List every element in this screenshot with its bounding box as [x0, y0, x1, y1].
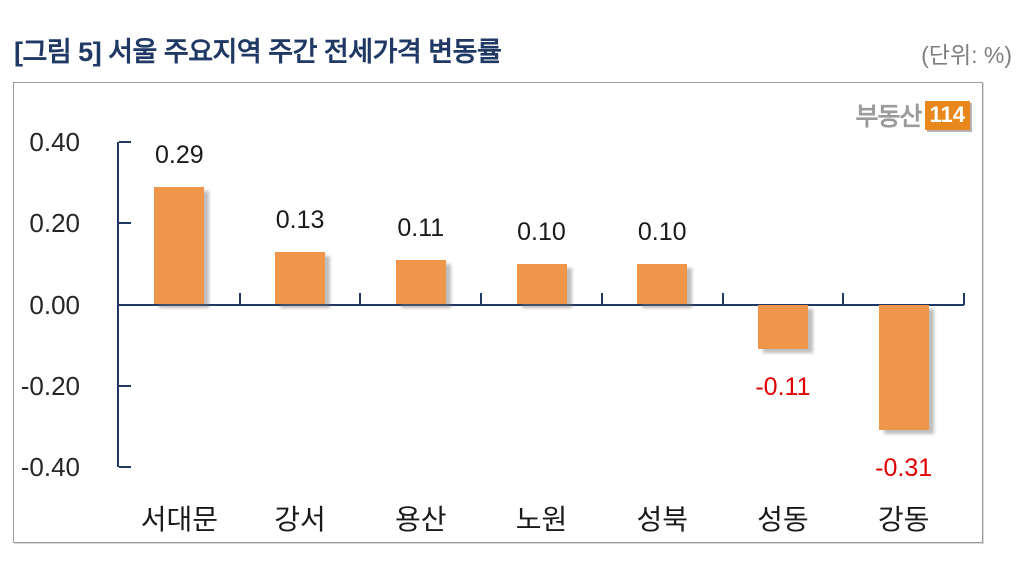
- chart-frame: 부동산 114 0.40 0.20 0.00 -0.20 -0.40 0.29 서대문 0.1…: [13, 82, 983, 543]
- bar-value-label: 0.29: [155, 140, 204, 169]
- logo-badge: 114: [924, 100, 970, 130]
- y-axis-tick-label: 0.00: [29, 289, 80, 320]
- bar-value-label: -0.11: [755, 373, 811, 402]
- x-axis-category-label: 성동: [757, 504, 809, 535]
- y-axis-tick-label: 0.40: [29, 127, 80, 158]
- y-axis-tick-label: 0.20: [29, 208, 80, 239]
- bar-성동: [757, 304, 808, 350]
- y-axis-tick: [119, 384, 131, 387]
- y-axis-tick-label: -0.20: [20, 370, 80, 401]
- x-axis-category-label: 노원: [515, 504, 568, 535]
- y-axis-tick: [119, 222, 131, 225]
- budongsan114-logo: 부동산 114: [855, 97, 970, 133]
- y-axis-tick-label: -0.40: [20, 451, 80, 482]
- x-axis-category-label: 서대문: [140, 504, 218, 535]
- y-axis-tick: [119, 465, 131, 468]
- unit-label: (단위: %): [921, 42, 1012, 68]
- bar-서대문: [154, 186, 205, 305]
- y-axis-line: [117, 142, 119, 467]
- bar-강서: [275, 251, 326, 305]
- x-axis-category-label: 강동: [877, 504, 930, 535]
- logo-text: 부동산: [855, 103, 922, 131]
- page-title: [그림 5] 서울 주요지역 주간 전세가격 변동률: [14, 37, 502, 67]
- bar-강동: [878, 304, 929, 431]
- bar-value-label: 0.13: [275, 205, 325, 234]
- bar-용산: [395, 259, 446, 305]
- x-axis-tick: [480, 292, 483, 305]
- x-axis-category-label: 성북: [636, 504, 688, 535]
- y-axis-tick: [119, 141, 131, 144]
- bar-성북: [637, 263, 688, 305]
- bar-value-label: 0.10: [517, 217, 566, 246]
- x-axis-tick: [963, 292, 965, 305]
- bar-chart-plot: 0.40 0.20 0.00 -0.20 -0.40 0.29 서대문 0.13 강서 0.11 용…: [14, 83, 982, 542]
- bar-value-label: 0.10: [637, 217, 687, 246]
- x-axis-tick: [359, 292, 362, 305]
- x-axis-tick: [842, 292, 845, 305]
- x-axis-category-label: 용산: [395, 504, 447, 535]
- x-axis-tick: [721, 292, 724, 305]
- bar-노원: [516, 263, 567, 305]
- x-axis-tick: [238, 292, 241, 305]
- x-axis-line: [119, 303, 964, 306]
- bar-value-label: -0.31: [875, 454, 933, 483]
- x-axis-category-label: 강서: [274, 504, 326, 535]
- bar-value-label: 0.11: [397, 213, 445, 242]
- x-axis-tick: [600, 292, 603, 305]
